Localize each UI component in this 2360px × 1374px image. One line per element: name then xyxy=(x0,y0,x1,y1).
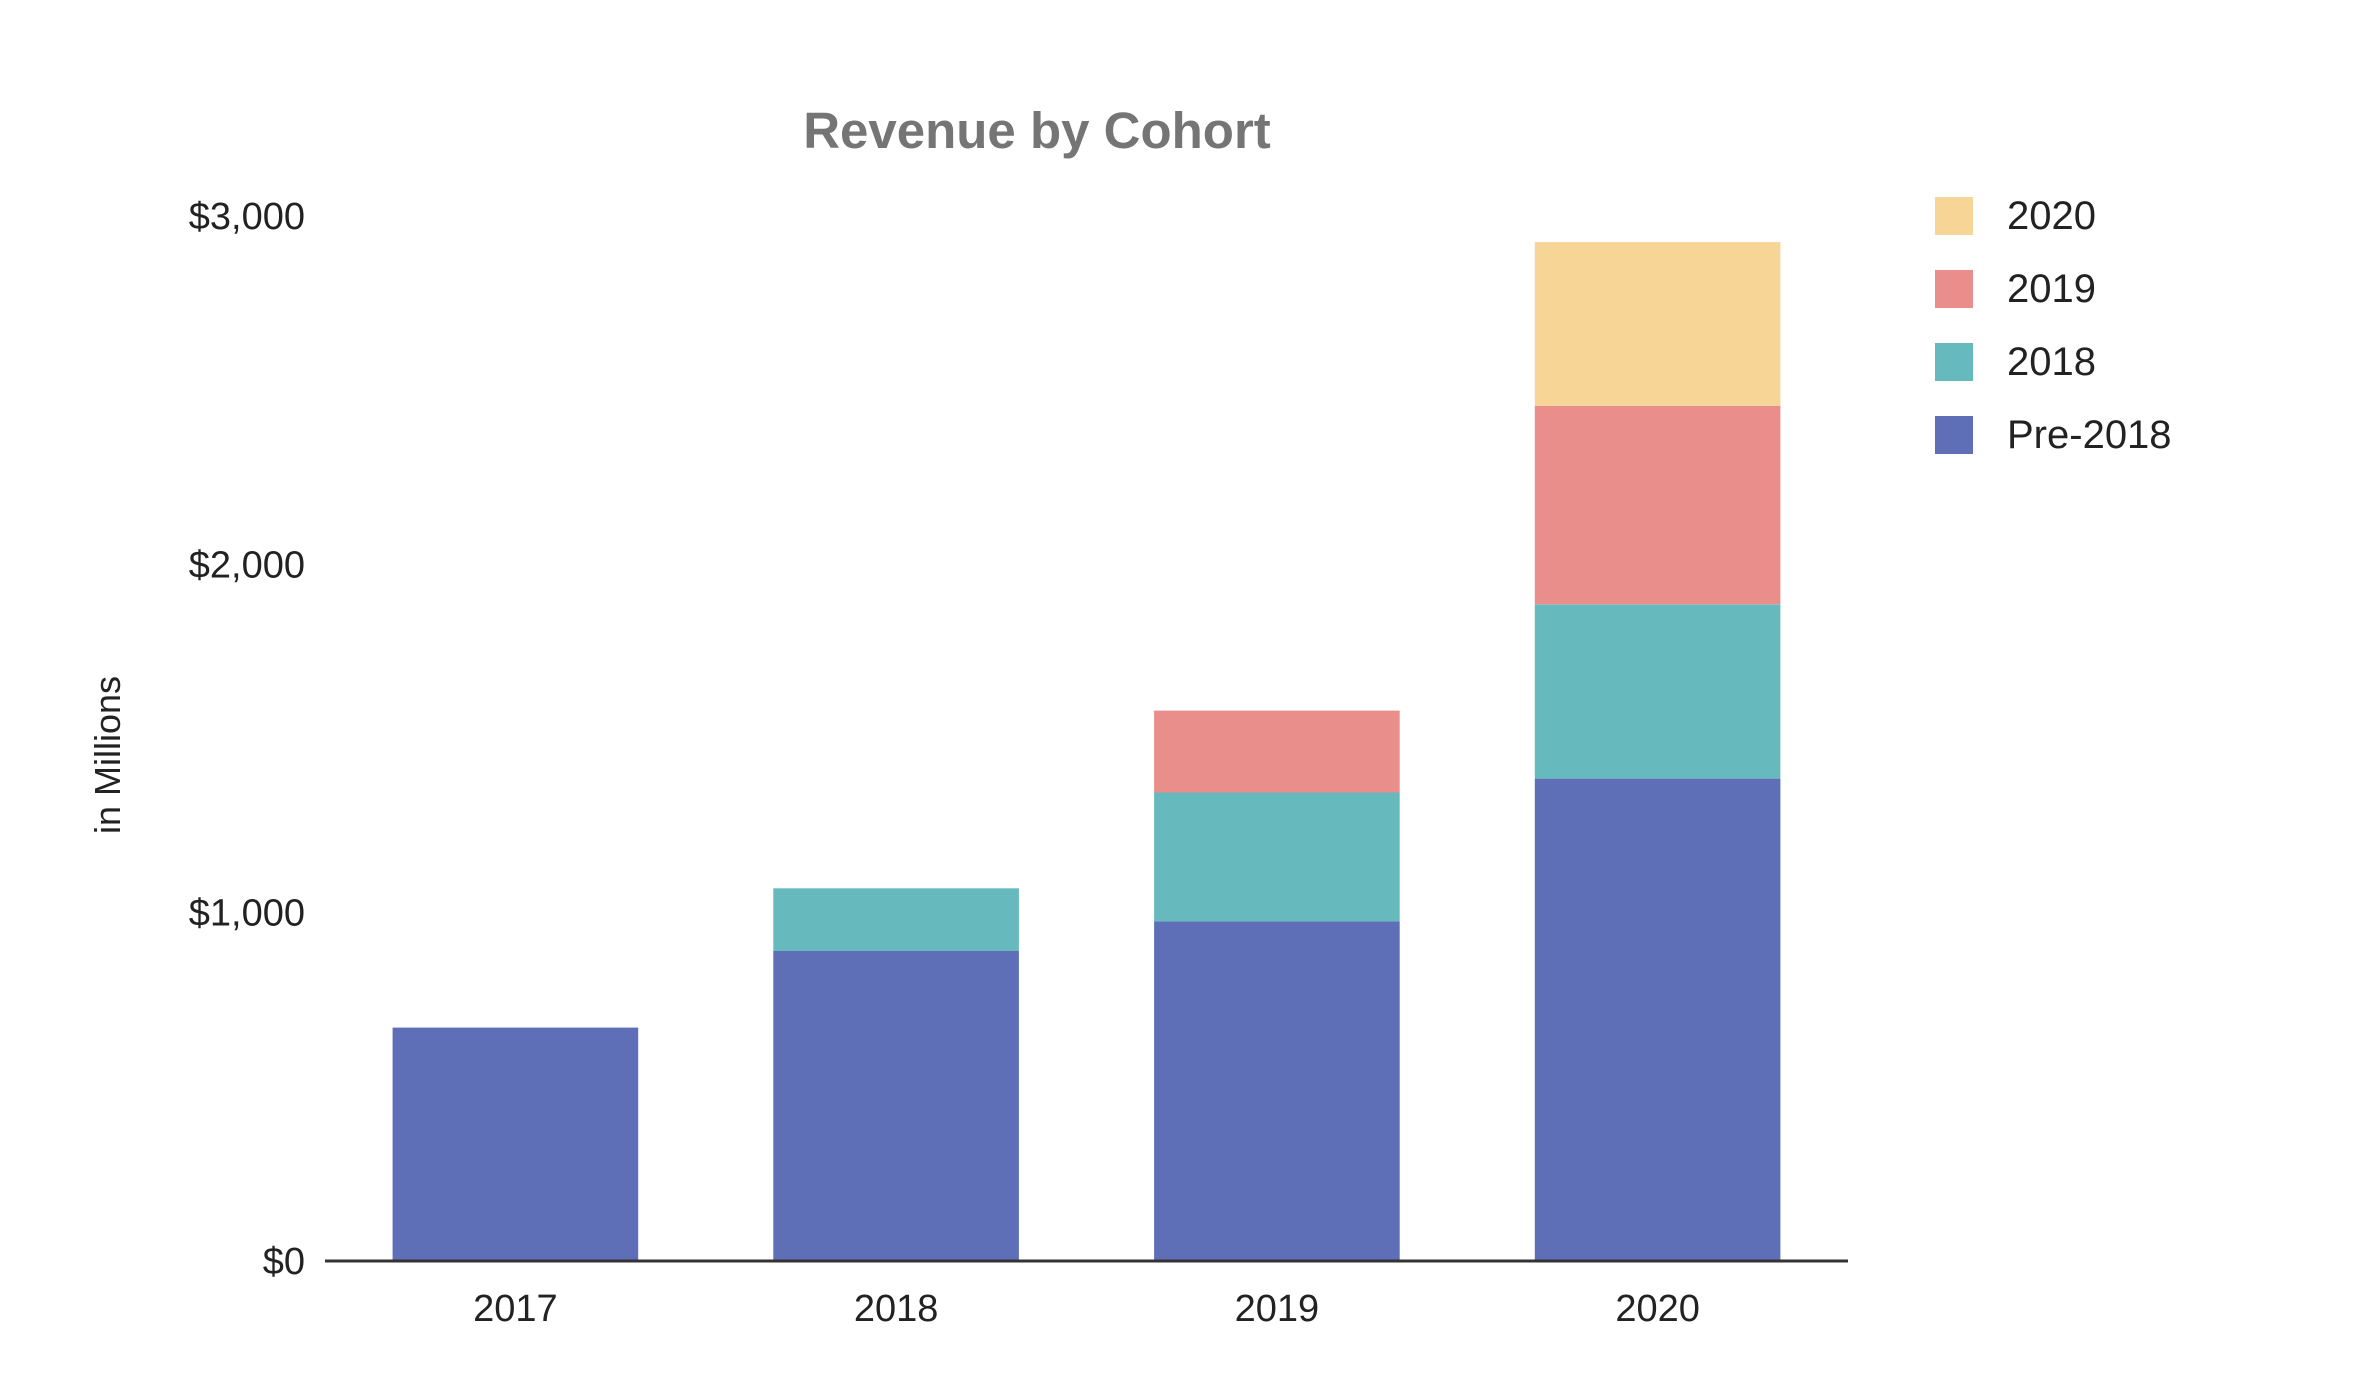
x-tick-label: 2017 xyxy=(473,1288,558,1330)
legend-label: 2018 xyxy=(2007,340,2096,384)
legend-item: 2020 xyxy=(1935,194,2096,238)
y-axis-ticks: $0 $1,000 $2,000 $3,000 xyxy=(189,196,305,1283)
y-tick-label: $2,000 xyxy=(189,544,305,586)
bar-segment-2019-2019 xyxy=(1154,710,1400,793)
legend-swatch xyxy=(1935,197,1973,235)
bar-segment-2020-2019 xyxy=(1534,405,1781,605)
y-tick-label: $1,000 xyxy=(189,893,305,935)
bar-segment-2017-pre-2018 xyxy=(392,1027,639,1261)
bar-segment-2020-2020 xyxy=(1534,242,1781,406)
bar-segment-2019-2018 xyxy=(1154,792,1400,922)
bar-segment-2018-pre-2018 xyxy=(773,951,1019,1261)
y-axis-title: in Millions xyxy=(87,676,128,834)
y-tick-label: $0 xyxy=(263,1241,305,1283)
bar-segment-2020-2018 xyxy=(1534,604,1781,779)
x-tick-label: 2020 xyxy=(1615,1288,1700,1330)
legend-item: 2019 xyxy=(1935,267,2096,311)
legend-item: 2018 xyxy=(1935,340,2096,384)
x-tick-label: 2018 xyxy=(854,1288,939,1330)
y-tick-label: $3,000 xyxy=(189,196,305,238)
x-axis-ticks: 2017 2018 2019 2020 xyxy=(473,1288,1700,1330)
legend-label: 2020 xyxy=(2007,194,2096,238)
legend-swatch xyxy=(1935,343,1973,381)
chart-title: Revenue by Cohort xyxy=(803,102,1271,159)
legend: 2020 2019 2018 Pre-2018 xyxy=(1935,194,2172,457)
legend-swatch xyxy=(1935,270,1973,308)
legend-label: Pre-2018 xyxy=(2007,413,2172,457)
bar-segment-2020-pre-2018 xyxy=(1534,778,1781,1261)
bars-layer xyxy=(392,242,1781,1261)
legend-swatch xyxy=(1935,416,1973,454)
x-tick-label: 2019 xyxy=(1235,1288,1320,1330)
legend-item: Pre-2018 xyxy=(1935,413,2172,457)
bar-segment-2018-2018 xyxy=(773,888,1019,951)
bar-segment-2019-pre-2018 xyxy=(1154,921,1400,1261)
legend-label: 2019 xyxy=(2007,267,2096,311)
